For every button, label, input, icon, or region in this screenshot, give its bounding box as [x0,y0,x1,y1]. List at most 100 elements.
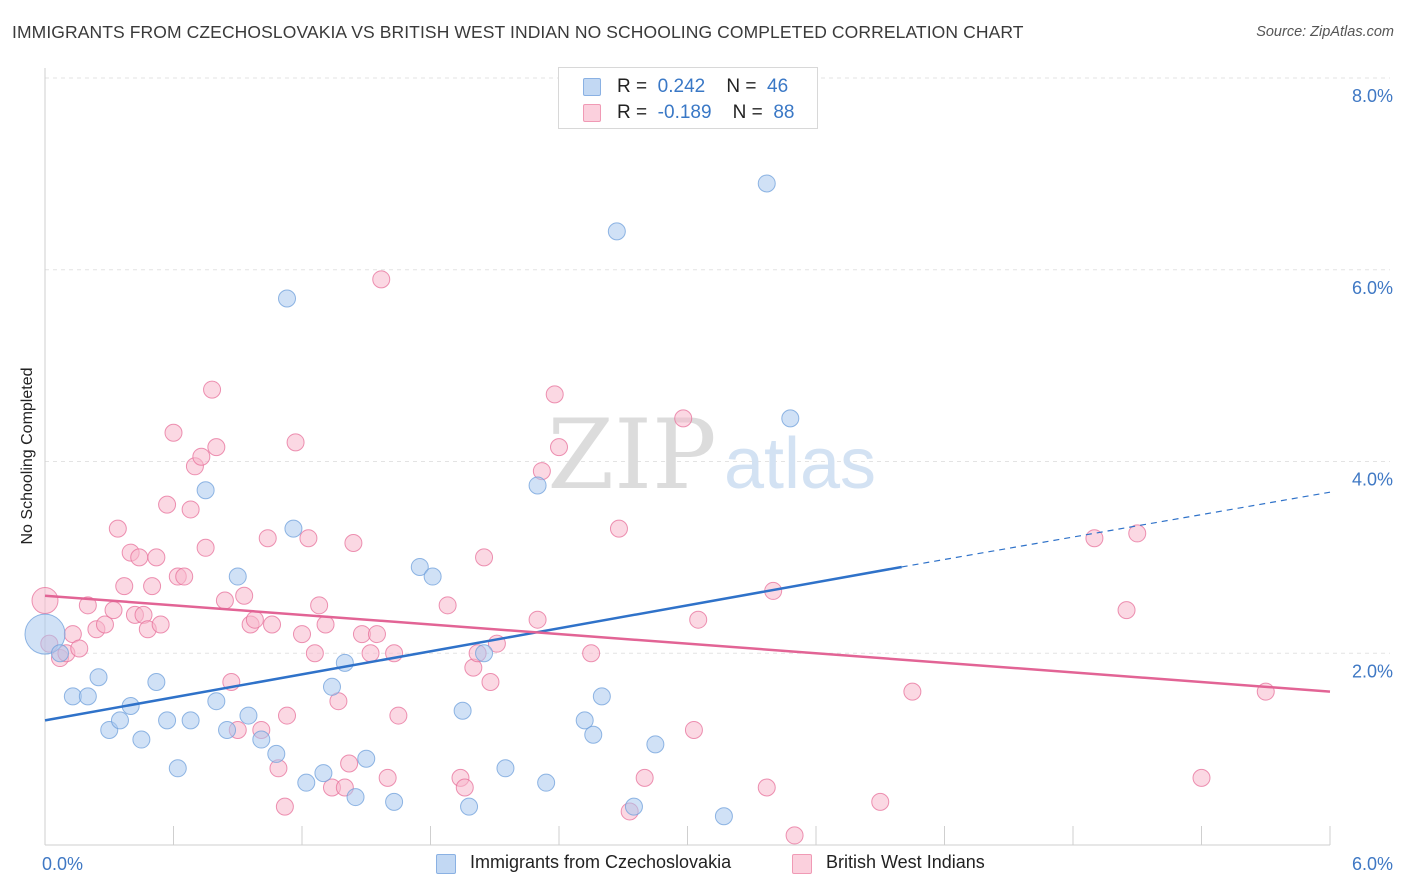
point-czechoslovakia-11 [168,759,187,778]
point-czechoslovakia-19 [267,744,286,763]
point-bwi-10 [108,519,127,538]
trend-line-british-west-indians [44,594,1331,693]
legend-swatch-blue [436,854,456,874]
point-bwi-29 [207,438,226,457]
source-credit: Source: ZipAtlas.com [1256,24,1394,40]
r-value: 0.242 [657,76,706,97]
point-bwi-9 [104,601,123,620]
point-bwi-11 [115,577,134,596]
point-bwi-86 [1128,524,1147,543]
legend-swatch-pink [792,854,812,874]
tick-labels: 2.0% 4.0% 6.0% 8.0% 0.0% 6.0% [42,86,1393,874]
point-bwi-44 [299,529,318,548]
trend-line-czechoslovakia [44,565,902,722]
point-czechoslovakia-39 [592,687,611,706]
point-czechoslovakia-1 [50,644,69,663]
point-bwi-51 [340,754,359,773]
point-bwi-70 [545,385,564,404]
point-czechoslovakia-30 [423,567,442,586]
stats-legend: R = 0.242 N = 46 R = -0.189 N = 88 [558,67,818,129]
point-czechoslovakia-18 [252,730,271,749]
point-czechoslovakia-20 [278,289,297,308]
point-czechoslovakia-15 [218,720,237,739]
point-czechoslovakia-13 [196,481,215,500]
point-bwi-30 [215,591,234,610]
point-bwi-46 [310,596,329,615]
point-bwi-73 [609,519,628,538]
point-bwi-78 [689,610,708,629]
point-bwi-24 [181,500,200,519]
point-bwi-0 [31,587,59,615]
point-bwi-23 [175,567,194,586]
point-bwi-43 [293,625,311,644]
point-bwi-38 [263,615,282,634]
legend-swatch-pink [583,104,601,122]
point-bwi-87 [1192,768,1211,787]
point-bwi-28 [203,380,222,399]
r-label: R = [617,102,648,123]
y-tick-label-1: 4.0% [1352,470,1393,490]
y-tick-label-0: 2.0% [1352,661,1393,681]
y-tick-label-3: 8.0% [1352,86,1393,106]
point-czechoslovakia-24 [322,677,341,696]
point-czechoslovakia-45 [781,409,800,428]
point-czechoslovakia-36 [537,773,556,792]
point-bwi-42 [286,433,305,452]
point-bwi-55 [367,625,386,644]
point-czechoslovakia-0 [24,613,66,655]
series-legend: Immigrants from Czechoslovakia British W… [0,852,1406,878]
point-czechoslovakia-2 [63,687,82,706]
point-bwi-75 [635,768,654,787]
watermark: ZIP atlas [547,399,876,511]
point-czechoslovakia-44 [757,174,776,193]
point-bwi-19 [151,615,170,634]
point-bwi-52 [344,533,363,552]
point-bwi-83 [903,682,922,701]
point-bwi-66 [481,673,500,692]
watermark-atlas: atlas [724,424,876,504]
point-bwi-71 [550,438,568,457]
y-tick-label-2: 6.0% [1352,278,1393,298]
point-bwi-26 [192,447,211,466]
point-bwi-59 [389,706,408,725]
point-bwi-20 [158,495,177,514]
point-czechoslovakia-29 [410,557,429,576]
point-bwi-33 [235,586,254,605]
point-bwi-14 [130,548,149,567]
axes [44,68,1331,846]
point-czechoslovakia-14 [207,692,226,711]
point-czechoslovakia-35 [528,476,547,495]
point-czechoslovakia-6 [110,711,129,730]
point-czechoslovakia-8 [132,730,151,749]
point-bwi-82 [871,792,890,811]
point-bwi-60 [438,596,457,615]
point-bwi-81 [785,826,804,845]
point-bwi-45 [305,644,324,663]
point-czechoslovakia-9 [147,673,166,692]
point-bwi-57 [378,768,397,787]
point-czechoslovakia-28 [385,792,404,811]
point-czechoslovakia-42 [646,735,665,754]
x-tick-label-1: 6.0% [1352,854,1393,874]
point-czechoslovakia-4 [89,668,108,687]
point-czechoslovakia-27 [357,749,376,768]
series-immigrants-czechoslovakia [24,174,800,826]
point-bwi-27 [196,538,215,557]
x-tick-label-0: 0.0% [42,854,83,874]
point-bwi-56 [372,270,391,289]
point-bwi-85 [1117,601,1136,620]
point-bwi-65 [475,548,494,567]
point-bwi-41 [278,706,297,725]
point-bwi-5 [70,639,89,658]
point-czechoslovakia-41 [624,797,643,816]
point-bwi-47 [316,615,335,634]
point-czechoslovakia-43 [714,807,733,826]
point-bwi-79 [757,778,776,797]
gridlines [45,77,1390,654]
point-bwi-18 [147,548,166,567]
series-british-west-indians [31,270,1275,845]
point-bwi-6 [78,596,97,615]
n-label: N = [732,102,763,123]
point-czechoslovakia-12 [181,711,200,730]
